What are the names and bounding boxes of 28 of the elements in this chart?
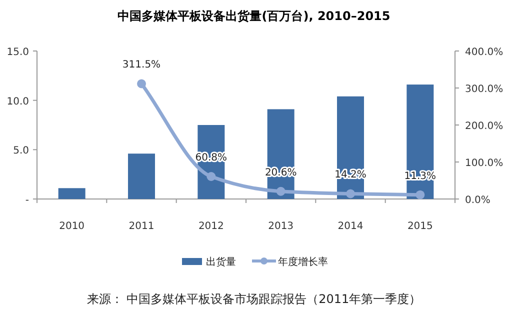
x-tick-label: 2010 (59, 221, 85, 232)
point (206, 172, 216, 182)
legend-label: 出货量 (206, 256, 236, 268)
y2-tick-label: 400.0% (465, 47, 504, 58)
point (276, 186, 286, 196)
y-tick-label: - (25, 195, 30, 206)
bar (58, 188, 86, 199)
y-tick-label: 15.0 (6, 47, 29, 58)
y-tick-label: 5.0 (13, 146, 29, 157)
bar (128, 154, 155, 199)
y2-tick-label: 100.0% (465, 158, 504, 169)
x-tick-label: 2014 (338, 221, 364, 232)
source-note: 来源： 中国多媒体平板设备市场跟踪报告（2011年第一季度） (86, 292, 422, 306)
point (346, 189, 355, 198)
x-tick-label: 2013 (268, 221, 294, 232)
data-label: 311.5% (122, 60, 161, 71)
point (416, 190, 425, 200)
y-tick-label: 10.0 (6, 96, 29, 108)
point (137, 79, 146, 88)
x-tick-label: 2011 (128, 221, 154, 232)
y2-tick-label: 200.0% (465, 121, 504, 132)
bar (337, 96, 364, 199)
x-tick-label: 2012 (198, 221, 224, 232)
legend-label: 年度增长率 (278, 256, 328, 268)
y2-tick-label: 300.0% (465, 84, 504, 95)
chart-title: 中国多媒体平板设备出货量(百万台), 2010–2015 (118, 9, 390, 23)
y2-tick-label: 0.0% (465, 195, 490, 206)
x-tick-label: 2015 (407, 221, 433, 232)
